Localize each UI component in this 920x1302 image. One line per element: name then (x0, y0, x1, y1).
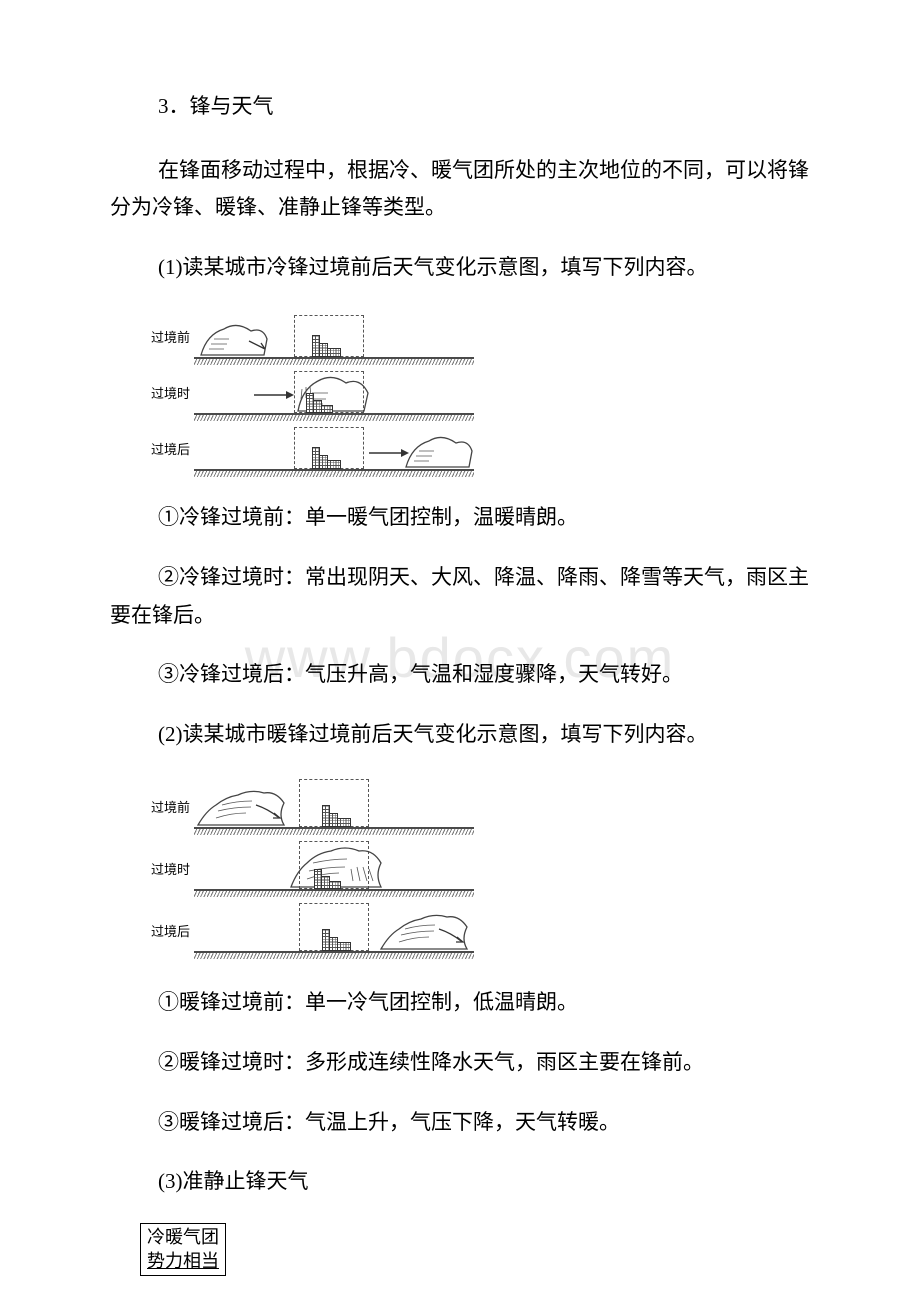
cold-front-cloud-icon (404, 431, 474, 469)
city-buildings-icon (314, 869, 340, 889)
warm-item-2: ②暖锋过境时：多形成连续性降水天气，雨区主要在锋前。 (110, 1044, 810, 1082)
city-buildings-icon (312, 447, 340, 469)
city-buildings-icon (322, 805, 350, 827)
diagram-scene (194, 779, 474, 835)
question-2: (2)读某城市暖锋过境前后天气变化示意图，填写下列内容。 (110, 716, 810, 754)
diagram-row-before: 过境前 (140, 776, 810, 838)
warm-front-cloud-icon (379, 907, 469, 951)
diagram-row-during: 过境时 (140, 838, 810, 900)
city-buildings-icon (322, 929, 350, 951)
arrow-icon (254, 389, 294, 401)
warm-item-3: ③暖锋过境后：气温上升，气压下降，天气转暖。 (110, 1104, 810, 1142)
question-3: (3)准静止锋天气 (110, 1163, 810, 1201)
cold-item-1: ①冷锋过境前：单一暖气团控制，温暖晴朗。 (110, 499, 810, 537)
row-label: 过境前 (140, 327, 190, 346)
diagram-scene (194, 841, 474, 897)
diagram-scene (194, 903, 474, 959)
diagram-row-during: 过境时 (140, 365, 810, 421)
cold-item-2: ②冷锋过境时：常出现阴天、大风、降温、降雨、降雪等天气，雨区主要在锋后。 (110, 559, 810, 635)
ground-hatch-icon (194, 471, 474, 477)
box-line-1: 冷暖气团 (147, 1226, 219, 1249)
diagram-scene (194, 309, 474, 365)
cold-front-cloud-icon (199, 319, 269, 357)
ground-hatch-icon (194, 829, 474, 835)
cold-item-2-text: ②冷锋过境时：常出现阴天、大风、降温、降雨、降雪等天气，雨区主要在锋后。 (110, 565, 809, 627)
row-label: 过境时 (140, 383, 190, 402)
section-number: 3． (158, 94, 190, 118)
row-label: 过境后 (140, 439, 190, 458)
ground-hatch-icon (194, 891, 474, 897)
diagram-scene (194, 365, 474, 421)
arrow-icon (369, 447, 409, 459)
ground-hatch-icon (194, 953, 474, 959)
warm-front-diagram: 过境前 过境时 (140, 776, 810, 962)
diagram-row-after: 过境后 (140, 900, 810, 962)
intro-paragraph: 在锋面移动过程中，根据冷、暖气团所处的主次地位的不同，可以将锋分为冷锋、暖锋、准… (110, 152, 810, 228)
warm-front-cloud-icon (196, 783, 286, 827)
question-1: (1)读某城市冷锋过境前后天气变化示意图，填写下列内容。 (110, 249, 810, 287)
warm-item-1: ①暖锋过境前：单一冷气团控制，低温晴朗。 (110, 984, 810, 1022)
section-heading: 3．锋与天气 (158, 90, 810, 124)
cold-item-3: ③冷锋过境后：气压升高，气温和湿度骤降，天气转好。 (110, 656, 810, 694)
diagram-row-before: 过境前 (140, 309, 810, 365)
diagram-row-after: 过境后 (140, 421, 810, 477)
section-title: 锋与天气 (190, 94, 274, 118)
row-label: 过境后 (140, 921, 190, 940)
row-label: 过境时 (140, 859, 190, 878)
stationary-front-box: 冷暖气团 势力相当 (140, 1223, 226, 1276)
city-buildings-icon (306, 393, 332, 413)
cold-front-diagram: 过境前 过境时 (140, 309, 810, 477)
diagram-scene (194, 421, 474, 477)
box-line-2: 势力相当 (147, 1250, 219, 1273)
row-label: 过境前 (140, 797, 190, 816)
city-buildings-icon (312, 335, 340, 357)
